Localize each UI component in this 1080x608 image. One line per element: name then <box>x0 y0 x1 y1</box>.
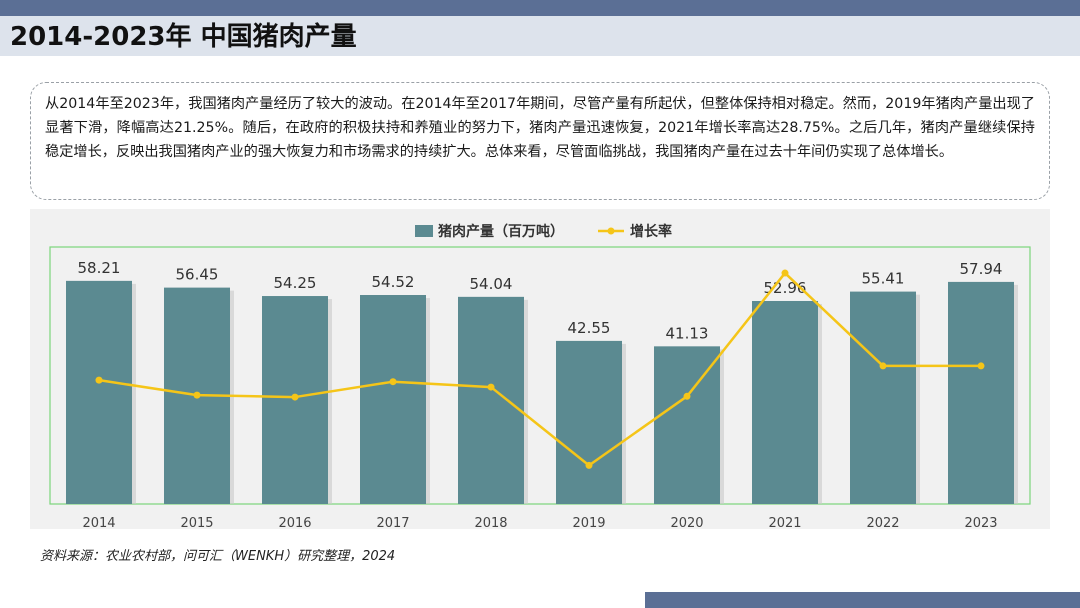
legend-line-label: 增长率 <box>630 223 672 240</box>
growth-point-2021 <box>781 269 789 277</box>
bar-value-label: 54.04 <box>470 275 513 293</box>
page-title: 2014-2023年 中国猪肉产量 <box>10 22 357 52</box>
growth-point-2022 <box>879 362 887 370</box>
x-tick-label: 2023 <box>964 516 997 529</box>
bar-2020 <box>654 346 720 504</box>
bar-2019 <box>556 340 622 504</box>
bar-value-label: 41.13 <box>666 324 709 342</box>
growth-point-2015 <box>193 391 201 399</box>
title-band <box>0 16 1080 56</box>
bar-2022 <box>850 291 916 504</box>
x-tick-label: 2021 <box>768 516 801 529</box>
legend-bar-label: 猪肉产量（百万吨） <box>437 223 564 240</box>
bar-2021 <box>752 300 818 504</box>
growth-point-2017 <box>389 378 397 386</box>
bar-value-label: 55.41 <box>862 270 905 288</box>
bar-2014 <box>66 280 132 504</box>
growth-point-2023 <box>977 362 985 370</box>
x-tick-label: 2022 <box>866 516 899 529</box>
growth-point-2020 <box>683 392 691 400</box>
legend-line-marker <box>607 227 615 235</box>
bar-value-label: 57.94 <box>960 260 1003 278</box>
x-tick-label: 2017 <box>376 516 409 529</box>
x-tick-label: 2018 <box>474 516 507 529</box>
pork-production-chart: 猪肉产量（百万吨） 增长率 58.21 2014 56.45 2015 54.25 2016 5… <box>49 223 1031 529</box>
legend-bar-swatch <box>415 225 433 237</box>
bar-value-label: 42.55 <box>568 319 611 337</box>
x-tick-label: 2019 <box>572 516 605 529</box>
bar-value-label: 54.25 <box>274 274 317 292</box>
growth-point-2016 <box>291 393 299 401</box>
x-tick-label: 2014 <box>82 516 115 529</box>
description-box: 从2014年至2023年，我国猪肉产量经历了较大的波动。在2014年至2017年… <box>30 82 1050 200</box>
plot-area-border <box>49 246 1031 505</box>
bar-2018 <box>458 296 524 504</box>
growth-point-2018 <box>487 383 495 391</box>
bar-2017 <box>360 295 426 504</box>
growth-point-2014 <box>95 376 103 384</box>
x-tick-label: 2015 <box>180 516 213 529</box>
x-tick-label: 2016 <box>278 516 311 529</box>
bar-value-label: 58.21 <box>78 259 121 277</box>
x-tick-label: 2020 <box>670 516 703 529</box>
bar-value-label: 56.45 <box>176 266 219 284</box>
header-bar <box>0 0 1080 16</box>
footer-bar <box>645 592 1080 608</box>
growth-rate-line <box>98 271 981 467</box>
source-note: 资料来源：农业农村部，问可汇（WENKH）研究整理，2024 <box>40 549 396 564</box>
bar-2023 <box>948 281 1014 504</box>
growth-point-2019 <box>585 461 593 469</box>
bar-value-label: 54.52 <box>372 273 415 291</box>
